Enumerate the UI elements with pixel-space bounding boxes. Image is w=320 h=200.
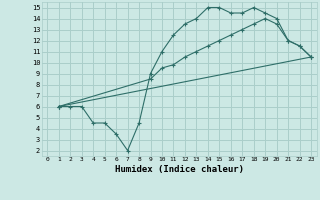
X-axis label: Humidex (Indice chaleur): Humidex (Indice chaleur) bbox=[115, 165, 244, 174]
